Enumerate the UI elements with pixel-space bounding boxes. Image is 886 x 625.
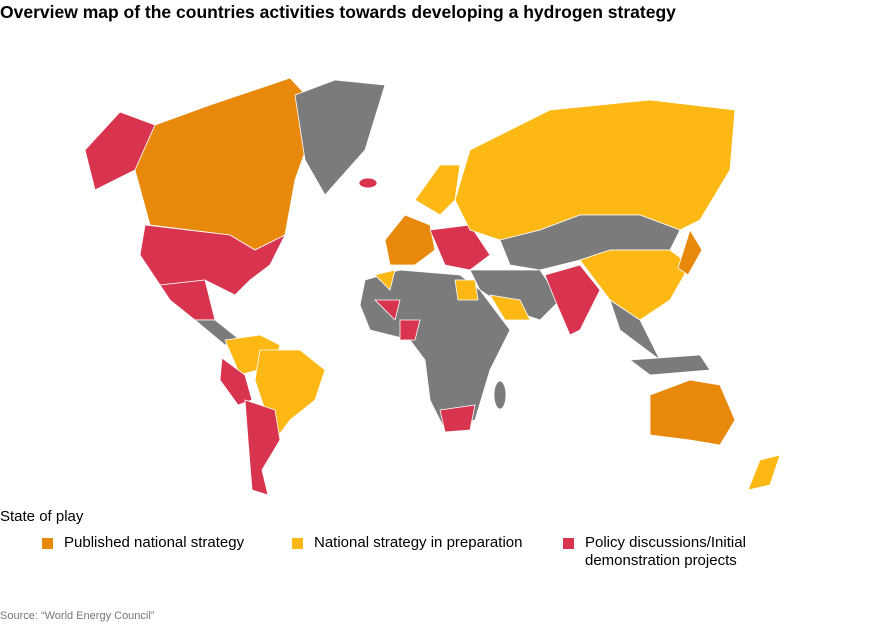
nigeria	[399, 319, 421, 341]
southeast-asia	[609, 299, 661, 361]
eastern-europe	[429, 224, 491, 271]
scandinavia	[414, 164, 461, 216]
legend-item: Policy discussions/Initial demonstration…	[563, 534, 775, 570]
indonesia	[628, 354, 711, 376]
madagascar	[493, 380, 507, 410]
legend-item: Published national strategy	[42, 534, 244, 552]
usa	[139, 224, 286, 296]
australia	[649, 379, 736, 446]
morocco	[374, 269, 396, 291]
title: Overview map of the countries activities…	[0, 2, 676, 22]
chile-argentina	[244, 399, 281, 496]
legend-swatch	[563, 538, 574, 549]
iceland	[358, 177, 378, 189]
legend-label: Published national strategy	[64, 534, 245, 551]
legend-swatch	[42, 538, 53, 549]
legend-swatch	[292, 538, 303, 549]
arabia	[489, 294, 531, 321]
western-europe	[384, 214, 436, 266]
mexico	[159, 279, 216, 321]
india	[544, 264, 601, 336]
south-africa	[439, 404, 476, 433]
greenland	[294, 79, 386, 196]
new-zealand	[747, 454, 781, 491]
japan	[677, 229, 703, 276]
mali	[374, 299, 401, 321]
canada	[134, 77, 321, 251]
world-map	[84, 77, 781, 496]
egypt	[454, 279, 479, 301]
legend-label: Policy discussions/Initial demonstration…	[585, 534, 746, 569]
source: Source: “World Energy Council”	[0, 610, 155, 622]
legend-item: National strategy in preparation	[292, 534, 522, 552]
legend-title: State of play	[0, 508, 84, 525]
legend-label: National strategy in preparation	[314, 534, 523, 551]
